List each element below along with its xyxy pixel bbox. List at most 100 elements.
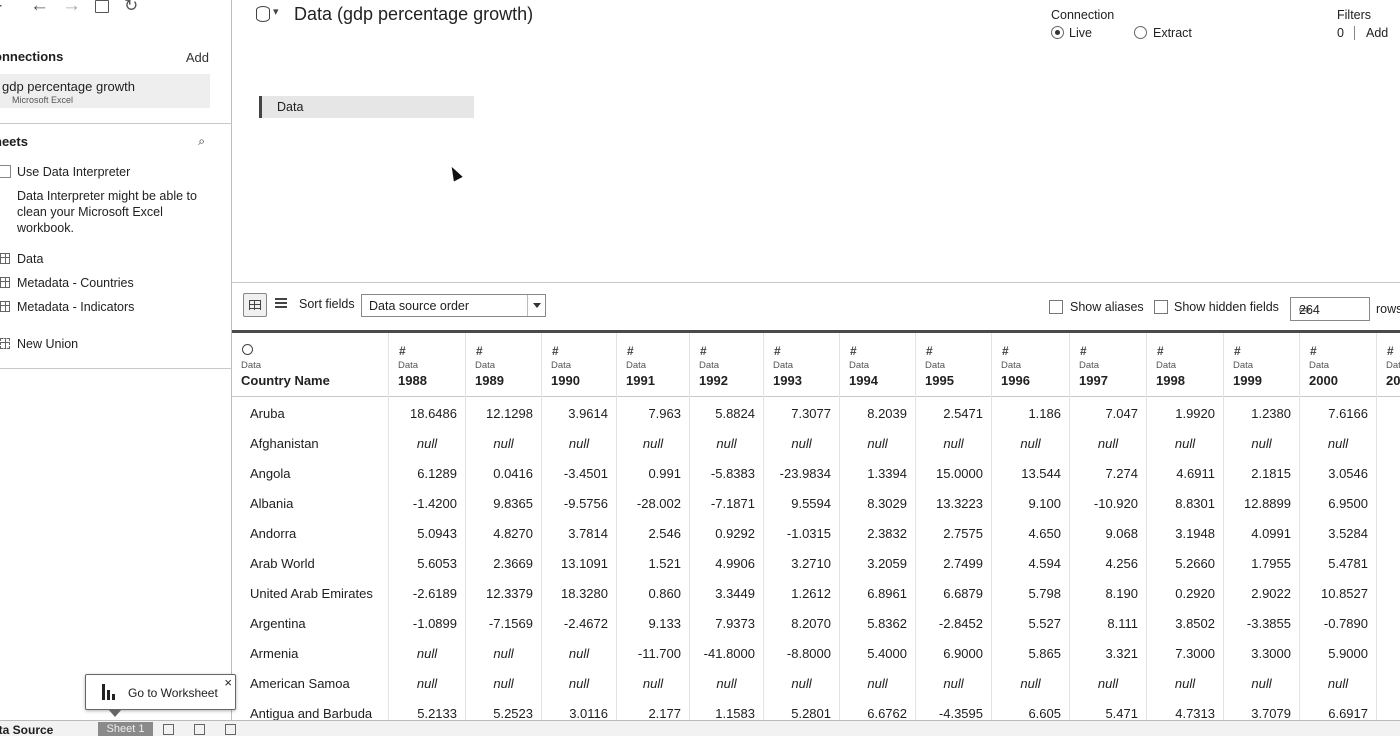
sort-fields-select[interactable]: Data source order bbox=[361, 294, 546, 317]
table-cell: 5.0943 bbox=[417, 526, 457, 541]
table-cell bbox=[1377, 459, 1400, 489]
table-cell: 0.991 bbox=[648, 466, 681, 481]
number-type-icon[interactable]: # bbox=[700, 344, 707, 358]
show-aliases-checkbox[interactable] bbox=[1049, 300, 1063, 314]
column-header[interactable]: # Data 1995 bbox=[916, 333, 991, 397]
table-cell: 7.9373 bbox=[715, 616, 755, 631]
column-header[interactable]: # Data 1991 bbox=[617, 333, 689, 397]
number-type-icon[interactable]: # bbox=[926, 344, 933, 358]
number-type-icon[interactable]: # bbox=[774, 344, 781, 358]
column-field-name[interactable]: Country Name bbox=[241, 373, 330, 388]
column-header[interactable]: # Data 1989 bbox=[466, 333, 541, 397]
table-cell: 5.9000 bbox=[1328, 646, 1368, 661]
new-story-icon[interactable] bbox=[225, 724, 236, 735]
new-worksheet-icon[interactable] bbox=[163, 724, 174, 735]
column-field-name[interactable]: 1995 bbox=[925, 373, 954, 388]
extract-radio[interactable] bbox=[1134, 26, 1147, 39]
globe-icon[interactable] bbox=[242, 344, 253, 358]
column-header[interactable]: Data Country Name bbox=[232, 333, 388, 397]
number-type-icon[interactable]: # bbox=[476, 344, 483, 358]
arrow-left-icon[interactable]: ← bbox=[30, 0, 49, 16]
column-field-name[interactable]: 1999 bbox=[1233, 373, 1262, 388]
column-field-name[interactable]: 1994 bbox=[849, 373, 878, 388]
table-cell: -1.0315 bbox=[786, 526, 831, 541]
column-header[interactable]: # Data 1997 bbox=[1070, 333, 1146, 397]
column-field-name[interactable]: 1990 bbox=[551, 373, 580, 388]
table-cell: 8.3029 bbox=[867, 496, 907, 511]
table-cell: 0.0416 bbox=[493, 466, 533, 481]
menu-icon[interactable]: ‐ bbox=[0, 0, 2, 15]
canvas-table-data[interactable]: Data bbox=[259, 96, 474, 118]
column-field-name[interactable]: 20 bbox=[1386, 373, 1400, 388]
column-field-name[interactable]: 1991 bbox=[626, 373, 655, 388]
table-cell: 7.963 bbox=[648, 406, 681, 421]
table-cell: null bbox=[493, 436, 514, 451]
arrow-right-icon[interactable]: → bbox=[62, 0, 81, 16]
connection-item[interactable]: gdp percentage growth Microsoft Excel bbox=[0, 74, 210, 108]
column-header[interactable]: # Data 20 bbox=[1377, 333, 1400, 397]
close-icon[interactable]: × bbox=[224, 675, 232, 690]
union-icon bbox=[0, 338, 10, 349]
page-title[interactable]: Data (gdp percentage growth) bbox=[294, 4, 534, 24]
number-type-icon[interactable]: # bbox=[1387, 344, 1394, 358]
column-header[interactable]: # Data 1990 bbox=[542, 333, 616, 397]
column-field-name[interactable]: 1992 bbox=[699, 373, 728, 388]
column-source-label: Data bbox=[551, 360, 572, 371]
grid-column: # Data 1994 8.2039 null 1.3394 8.3029 2.3832 3.2… bbox=[840, 333, 916, 720]
grid-column: Data Country Name Aruba Afghanistan Angola Al… bbox=[232, 333, 389, 720]
table-cell: null bbox=[416, 646, 438, 661]
save-icon[interactable] bbox=[95, 0, 109, 13]
database-icon[interactable] bbox=[256, 6, 270, 22]
column-header[interactable]: # Data 1996 bbox=[992, 333, 1069, 397]
use-interpreter-checkbox[interactable] bbox=[0, 165, 11, 178]
number-type-icon[interactable]: # bbox=[1002, 344, 1009, 358]
add-connection-link[interactable]: Add bbox=[185, 50, 209, 65]
tab-sheet-1[interactable]: Sheet 1 bbox=[98, 722, 153, 736]
divider bbox=[0, 368, 231, 369]
column-field-name[interactable]: 2000 bbox=[1309, 373, 1338, 388]
table-cell: 3.321 bbox=[1105, 646, 1138, 661]
number-type-icon[interactable]: # bbox=[850, 344, 857, 358]
show-hidden-fields-checkbox[interactable] bbox=[1154, 300, 1168, 314]
column-field-name[interactable]: 1989 bbox=[475, 373, 504, 388]
refresh-icon[interactable]: ↻ bbox=[124, 0, 139, 15]
column-field-name[interactable]: 1997 bbox=[1079, 373, 1108, 388]
column-header[interactable]: # Data 1992 bbox=[690, 333, 763, 397]
number-type-icon[interactable]: # bbox=[627, 344, 634, 358]
table-cell: 15.0000 bbox=[936, 466, 983, 481]
new-dashboard-icon[interactable] bbox=[194, 724, 205, 735]
number-type-icon[interactable]: # bbox=[1080, 344, 1087, 358]
number-type-icon[interactable]: # bbox=[1234, 344, 1241, 358]
arrow-right-icon[interactable]: ⇨ bbox=[1299, 301, 1311, 317]
column-header[interactable]: # Data 1999 bbox=[1224, 333, 1299, 397]
column-header[interactable]: # Data 1993 bbox=[764, 333, 839, 397]
number-type-icon[interactable]: # bbox=[399, 344, 406, 358]
number-type-icon[interactable]: # bbox=[552, 344, 559, 358]
column-header[interactable]: # Data 1998 bbox=[1147, 333, 1223, 397]
go-to-worksheet-popup[interactable]: Go to Worksheet × bbox=[85, 674, 236, 717]
column-header[interactable]: # Data 1994 bbox=[840, 333, 915, 397]
tab-data-source[interactable]: ata Source bbox=[0, 723, 54, 736]
table-cell: null bbox=[1327, 436, 1349, 451]
table-cell: 1.9920 bbox=[1175, 406, 1215, 421]
rows-input[interactable]: 264 ⇨ bbox=[1290, 297, 1370, 321]
number-type-icon[interactable]: # bbox=[1310, 344, 1317, 358]
chevron-down-icon[interactable]: ▾ bbox=[273, 6, 279, 18]
column-header[interactable]: # Data 1988 bbox=[389, 333, 465, 397]
number-type-icon[interactable]: # bbox=[1157, 344, 1164, 358]
grid-column: # Data 1996 1.186 null 13.544 9.100 4.650 4.594 5… bbox=[992, 333, 1070, 720]
live-radio[interactable] bbox=[1051, 26, 1064, 39]
column-field-name[interactable]: 1993 bbox=[773, 373, 802, 388]
add-filter-link[interactable]: Add bbox=[1366, 26, 1389, 40]
search-icon[interactable]: ⌕ bbox=[198, 134, 205, 148]
list-view-icon[interactable] bbox=[275, 297, 287, 309]
table-cell: null bbox=[416, 436, 438, 451]
column-field-name[interactable]: 1998 bbox=[1156, 373, 1185, 388]
table-cell: Arab World bbox=[250, 556, 315, 571]
table-cell: null bbox=[1020, 676, 1041, 691]
grid-view-button[interactable] bbox=[243, 293, 267, 317]
table-cell: -7.1569 bbox=[488, 616, 533, 631]
column-field-name[interactable]: 1996 bbox=[1001, 373, 1030, 388]
column-header[interactable]: # Data 2000 bbox=[1300, 333, 1376, 397]
column-field-name[interactable]: 1988 bbox=[398, 373, 427, 388]
